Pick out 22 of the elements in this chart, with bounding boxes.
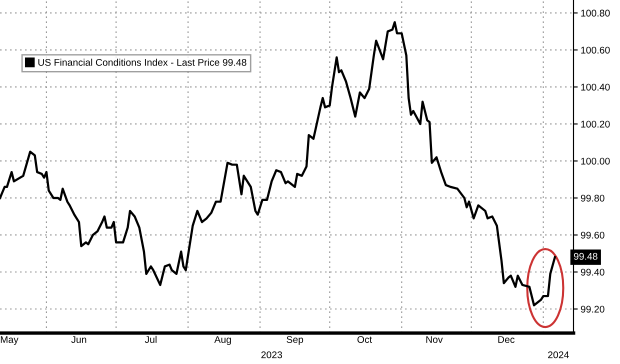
x-tick-label: Aug — [214, 336, 231, 345]
line-series — [0, 21, 556, 306]
y-tick-label: 100.80 — [581, 10, 610, 17]
x-tick-label: Jun — [71, 336, 86, 343]
y-tick-label: 100.60 — [581, 46, 610, 54]
x-tick-label: Dec — [498, 336, 515, 343]
y-tick-label: 99.80 — [580, 194, 604, 202]
legend-label: US Financial Conditions Index - Last Price 99.48 — [38, 58, 246, 66]
y-tick-label: 100.40 — [581, 84, 610, 91]
y-tick-label: 100.00 — [581, 158, 610, 165]
y-tick-label: 99.60 — [580, 232, 604, 239]
y-tick-label: 99.40 — [580, 268, 604, 276]
y-tick-label: 100.20 — [581, 120, 610, 128]
x-tick-label: Oct — [357, 336, 372, 343]
x-tick-label: Sep — [286, 336, 304, 345]
y-tick-label: 99.20 — [580, 306, 604, 313]
annotation: 99.48 — [574, 252, 598, 260]
x-tick-label: Jul — [144, 336, 156, 343]
x-tick-label: May — [0, 336, 18, 345]
text: 2024 — [548, 351, 569, 358]
x-tick-label: Nov — [426, 336, 443, 343]
text: 2023 — [261, 351, 282, 358]
